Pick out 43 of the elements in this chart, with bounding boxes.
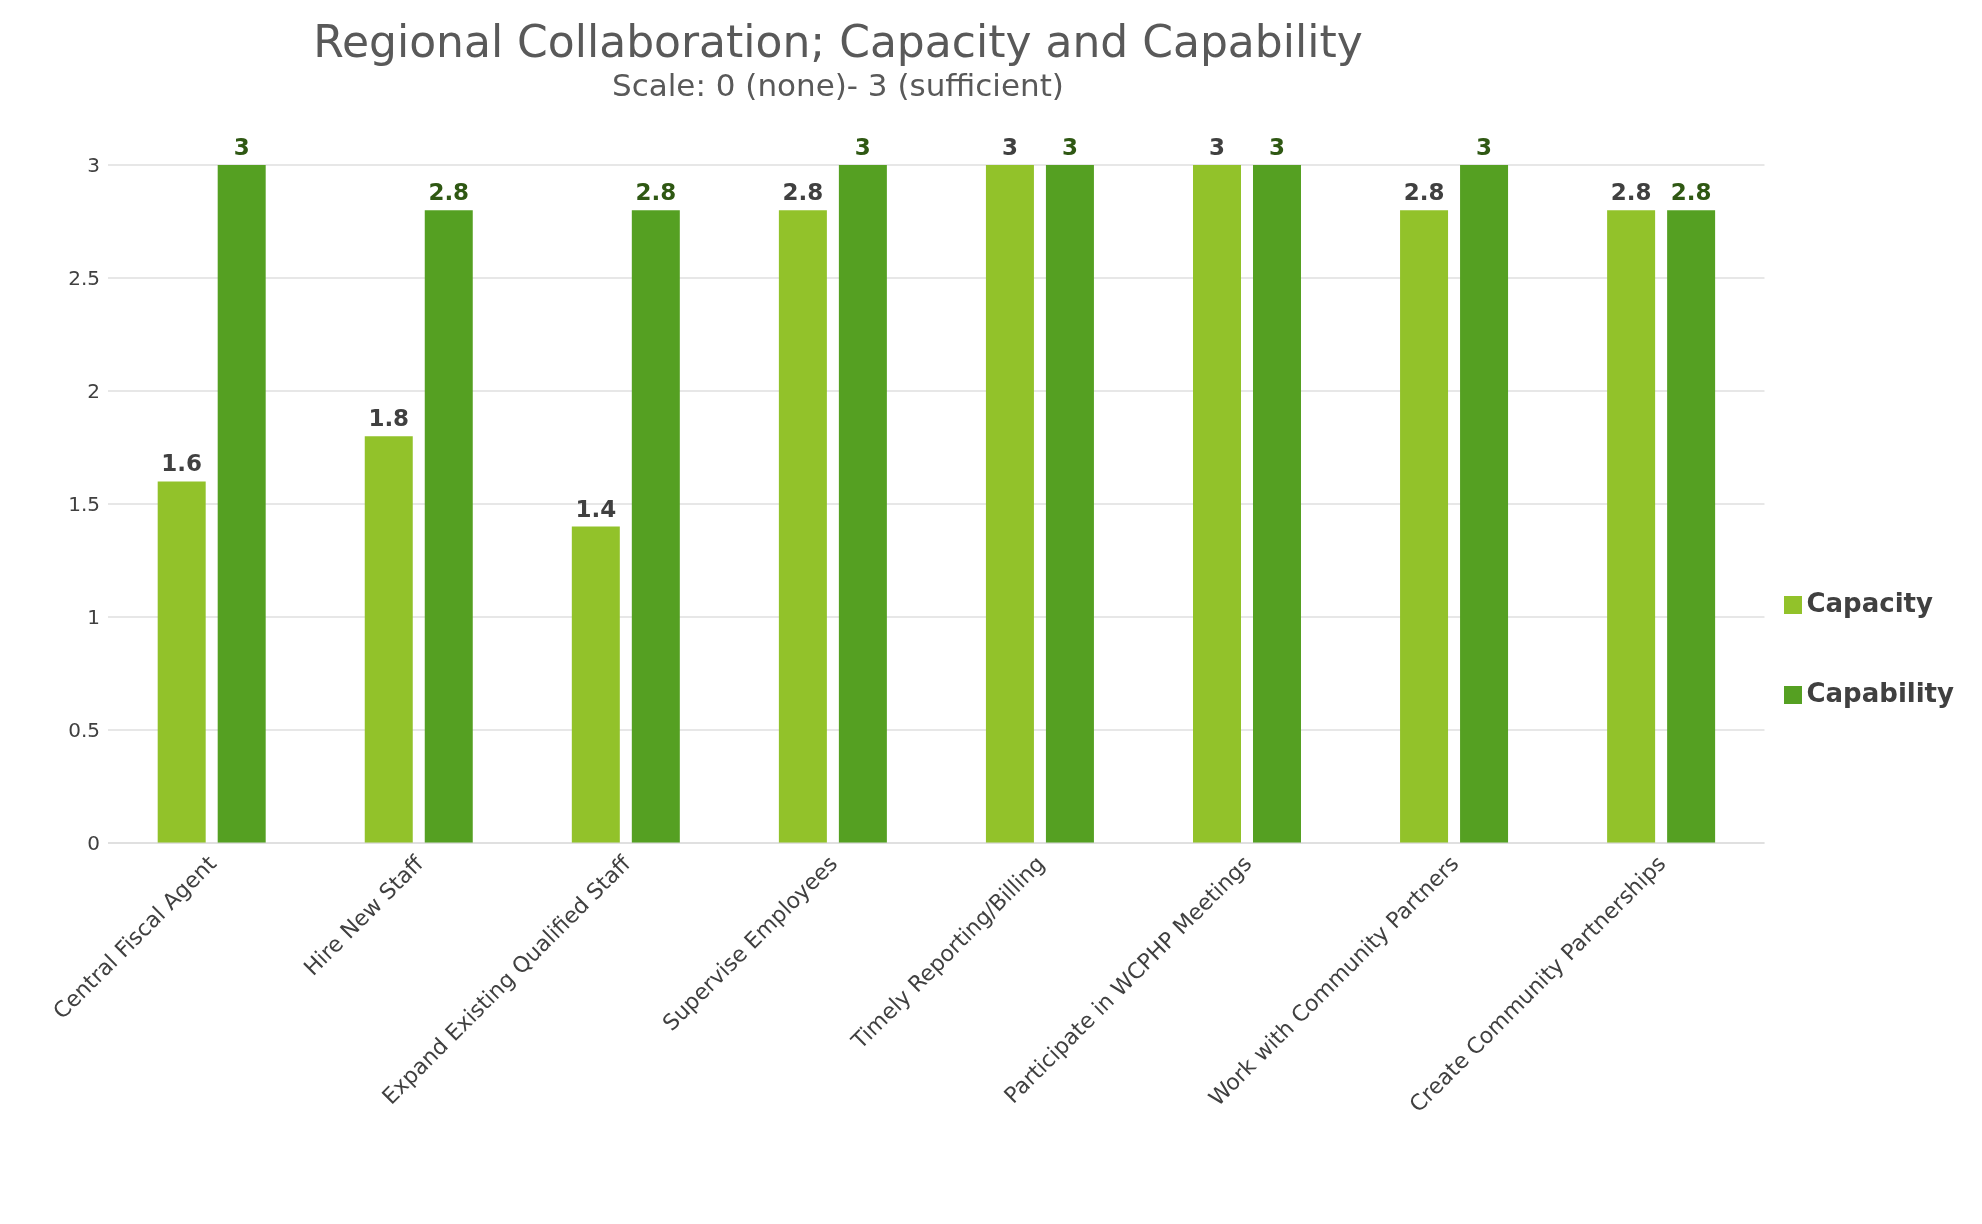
legend-label: Capability <box>1806 678 1954 708</box>
data-label: 2.8 <box>428 179 470 206</box>
data-label: 2.8 <box>635 179 677 206</box>
bar <box>838 165 887 843</box>
data-label: 2.8 <box>1403 179 1445 206</box>
data-label: 3 <box>1001 134 1018 160</box>
bar <box>631 210 680 843</box>
y-tick-label: 0 <box>87 831 100 856</box>
data-label: 3 <box>1208 134 1226 160</box>
bar <box>778 210 827 843</box>
legend-label: Capacity <box>1806 588 1933 618</box>
chart-title: Regional Collaboration; Capacity and Capability <box>312 16 1364 67</box>
y-tick-label: 2 <box>87 379 100 404</box>
bar <box>1193 165 1241 843</box>
data-label: 1.6 <box>161 450 203 477</box>
data-label: 3 <box>1268 134 1286 160</box>
data-label: 3 <box>1061 134 1078 160</box>
y-tick-label: 2.5 <box>68 266 100 291</box>
bar <box>1460 165 1509 843</box>
y-tick-label: 0.5 <box>68 718 100 743</box>
y-tick-label: 1 <box>87 605 100 630</box>
bar <box>1045 165 1094 843</box>
y-tick-label: 3 <box>87 153 100 178</box>
bar <box>217 165 266 843</box>
bar <box>985 165 1034 843</box>
bar <box>1253 165 1301 843</box>
data-label: 3 <box>233 134 250 160</box>
bar <box>1607 210 1656 843</box>
bar <box>364 436 413 843</box>
data-label: 1.8 <box>368 405 410 432</box>
bar <box>157 481 206 843</box>
data-label: 3 <box>854 134 871 160</box>
y-tick-label: 1.5 <box>68 492 100 517</box>
data-label: 1.4 <box>575 495 617 522</box>
bar <box>571 526 620 843</box>
data-label: 3 <box>1476 134 1493 160</box>
bar <box>1400 210 1449 843</box>
chart-subtitle: Scale: 0 (none)- 3 (sufficient) <box>611 67 1065 103</box>
bar <box>424 210 473 843</box>
data-label: 2.8 <box>1670 179 1712 206</box>
data-label: 2.8 <box>782 179 824 206</box>
bar <box>1667 210 1716 843</box>
data-label: 2.8 <box>1610 179 1652 206</box>
